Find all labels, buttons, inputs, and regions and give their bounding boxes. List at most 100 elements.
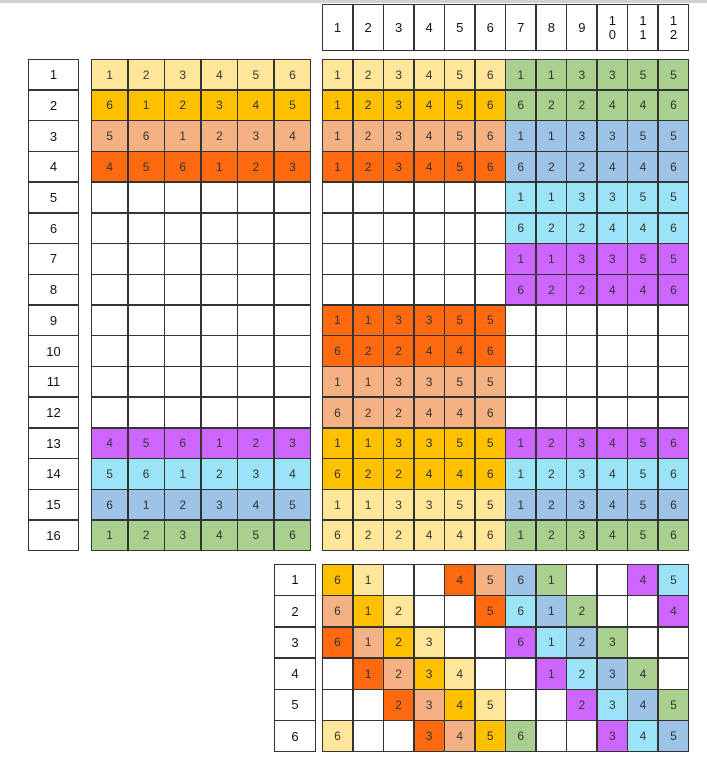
- grid-cell: [506, 690, 536, 720]
- grid-cell: 5: [628, 121, 658, 151]
- grid-cell: 2: [567, 658, 597, 689]
- grid-cell: 6: [475, 397, 505, 428]
- grid-cell: 3: [384, 121, 414, 151]
- grid-cell: [567, 336, 597, 366]
- grid-cell: 6: [128, 121, 164, 151]
- grid-cell: 1: [323, 121, 353, 151]
- grid-cell: [536, 336, 566, 366]
- grid-cell: [414, 182, 444, 213]
- grid-cell: [238, 213, 274, 243]
- grid-cell: [658, 336, 688, 366]
- column-header-cell: 1: [323, 5, 353, 50]
- grid-cell: [567, 565, 597, 595]
- grid-cell: 1: [323, 367, 353, 397]
- grid-cell: 2: [384, 520, 414, 550]
- grid-cell: 2: [128, 520, 164, 550]
- grid-cell: 3: [597, 627, 627, 658]
- grid-cell: 2: [567, 213, 597, 243]
- grid-cell: 3: [165, 520, 201, 550]
- grid-cell: 6: [92, 90, 128, 120]
- grid-cell: [323, 275, 353, 305]
- grid-cell: [628, 305, 658, 335]
- grid-cell: [414, 275, 444, 305]
- grid-cell: [353, 213, 383, 243]
- grid-cell: 1: [323, 152, 353, 182]
- grid-cell: [238, 367, 274, 397]
- grid-cell: [567, 305, 597, 335]
- grid-cell: 3: [597, 658, 627, 689]
- grid-cell: 3: [567, 182, 597, 213]
- grid-cell: 3: [597, 60, 627, 90]
- grid-cell: 6: [274, 60, 310, 90]
- grid-cell: 3: [597, 182, 627, 213]
- grid-cell: 2: [384, 336, 414, 366]
- grid-cell: [201, 397, 237, 428]
- grid-cell: [165, 336, 201, 366]
- grid-cell: [536, 367, 566, 397]
- column-header-cell: 6: [475, 5, 505, 50]
- grid-cell: 6: [323, 397, 353, 428]
- row-label: 14: [29, 459, 78, 489]
- column-header-cell: 7: [506, 5, 536, 50]
- grid-cell: 4: [628, 152, 658, 182]
- grid-cell: 1: [536, 182, 566, 213]
- grid-cell: 3: [384, 90, 414, 120]
- row-label: 4: [29, 152, 78, 182]
- grid-cell: 2: [567, 152, 597, 182]
- grid-cell: 4: [414, 90, 444, 120]
- grid-cell: [165, 275, 201, 305]
- grid-cell: [323, 690, 353, 720]
- grid-cell: 3: [567, 490, 597, 520]
- grid-cell: 2: [567, 596, 597, 626]
- grid-cell: 4: [445, 721, 475, 751]
- grid-cell: 2: [567, 627, 597, 658]
- grid-cell: [384, 275, 414, 305]
- row-label: 2: [275, 596, 315, 626]
- row-label: 10: [29, 336, 78, 366]
- grid-cell: 2: [353, 459, 383, 489]
- grid-cell: 4: [414, 459, 444, 489]
- grid-cell: 5: [128, 152, 164, 182]
- grid-cell: [238, 336, 274, 366]
- grid-cell: 4: [597, 520, 627, 550]
- grid-cell: 1: [323, 60, 353, 90]
- row-label: 6: [275, 721, 315, 751]
- grid-cell: 2: [536, 152, 566, 182]
- grid-cell: [274, 244, 310, 274]
- row-label: 6: [29, 213, 78, 243]
- grid-cell: 6: [475, 152, 505, 182]
- grid-cell: 4: [201, 520, 237, 550]
- grid-cell: 2: [201, 459, 237, 489]
- grid-cell: [597, 565, 627, 595]
- grid-cell: [165, 213, 201, 243]
- grid-cell: [597, 367, 627, 397]
- grid-cell: 6: [506, 721, 536, 751]
- grid-cell: 6: [658, 152, 688, 182]
- grid-cell: 2: [353, 121, 383, 151]
- grid-cell: 4: [628, 213, 658, 243]
- grid-cell: [128, 182, 164, 213]
- row-label: 15: [29, 490, 78, 520]
- grid-cell: 5: [628, 244, 658, 274]
- grid-cell: 3: [567, 60, 597, 90]
- row-label: 7: [29, 244, 78, 274]
- grid-cell: [128, 213, 164, 243]
- grid-cell: [628, 596, 658, 626]
- grid-cell: 6: [274, 520, 310, 550]
- grid-cell: 5: [628, 520, 658, 550]
- column-header-cell: 4: [414, 5, 444, 50]
- row-labels: 1 2 3 4 5 6 7 8 9 10 11 12 13 14 15 16: [28, 59, 79, 551]
- grid-cell: [165, 182, 201, 213]
- grid-cell: 5: [274, 90, 310, 120]
- grid-cell: 5: [658, 244, 688, 274]
- grid-cell: [165, 305, 201, 335]
- grid-cell: [128, 244, 164, 274]
- grid-cell: 3: [384, 490, 414, 520]
- grid-cell: [384, 213, 414, 243]
- grid-cell: 4: [445, 397, 475, 428]
- grid-cell: 4: [201, 60, 237, 90]
- grid-cell: [445, 275, 475, 305]
- row-label: 16: [29, 520, 78, 550]
- grid-cell: 4: [628, 658, 658, 689]
